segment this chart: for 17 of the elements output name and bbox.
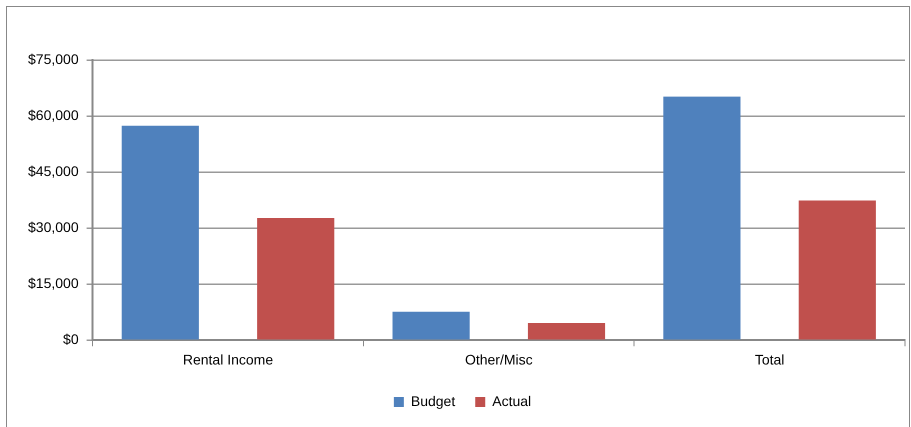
legend-label: Actual xyxy=(492,392,532,409)
y-tick-label: $45,000 xyxy=(28,162,79,179)
x-tick-label: Rental Income xyxy=(182,351,274,368)
y-tick-label: $0 xyxy=(63,331,79,348)
bar xyxy=(663,96,740,340)
y-tick-label: $30,000 xyxy=(28,218,79,235)
y-tick-label: $15,000 xyxy=(28,275,79,292)
x-tick-label: Other/Misc xyxy=(464,351,533,368)
y-tick-label: $60,000 xyxy=(28,106,79,123)
y-tick-label: $75,000 xyxy=(28,50,79,67)
bar xyxy=(122,126,199,340)
bar xyxy=(798,200,876,340)
bar xyxy=(257,218,334,340)
legend-label: Budget xyxy=(410,392,456,409)
bar xyxy=(392,312,470,340)
bar xyxy=(528,323,606,340)
x-tick-label: Total xyxy=(754,351,784,368)
